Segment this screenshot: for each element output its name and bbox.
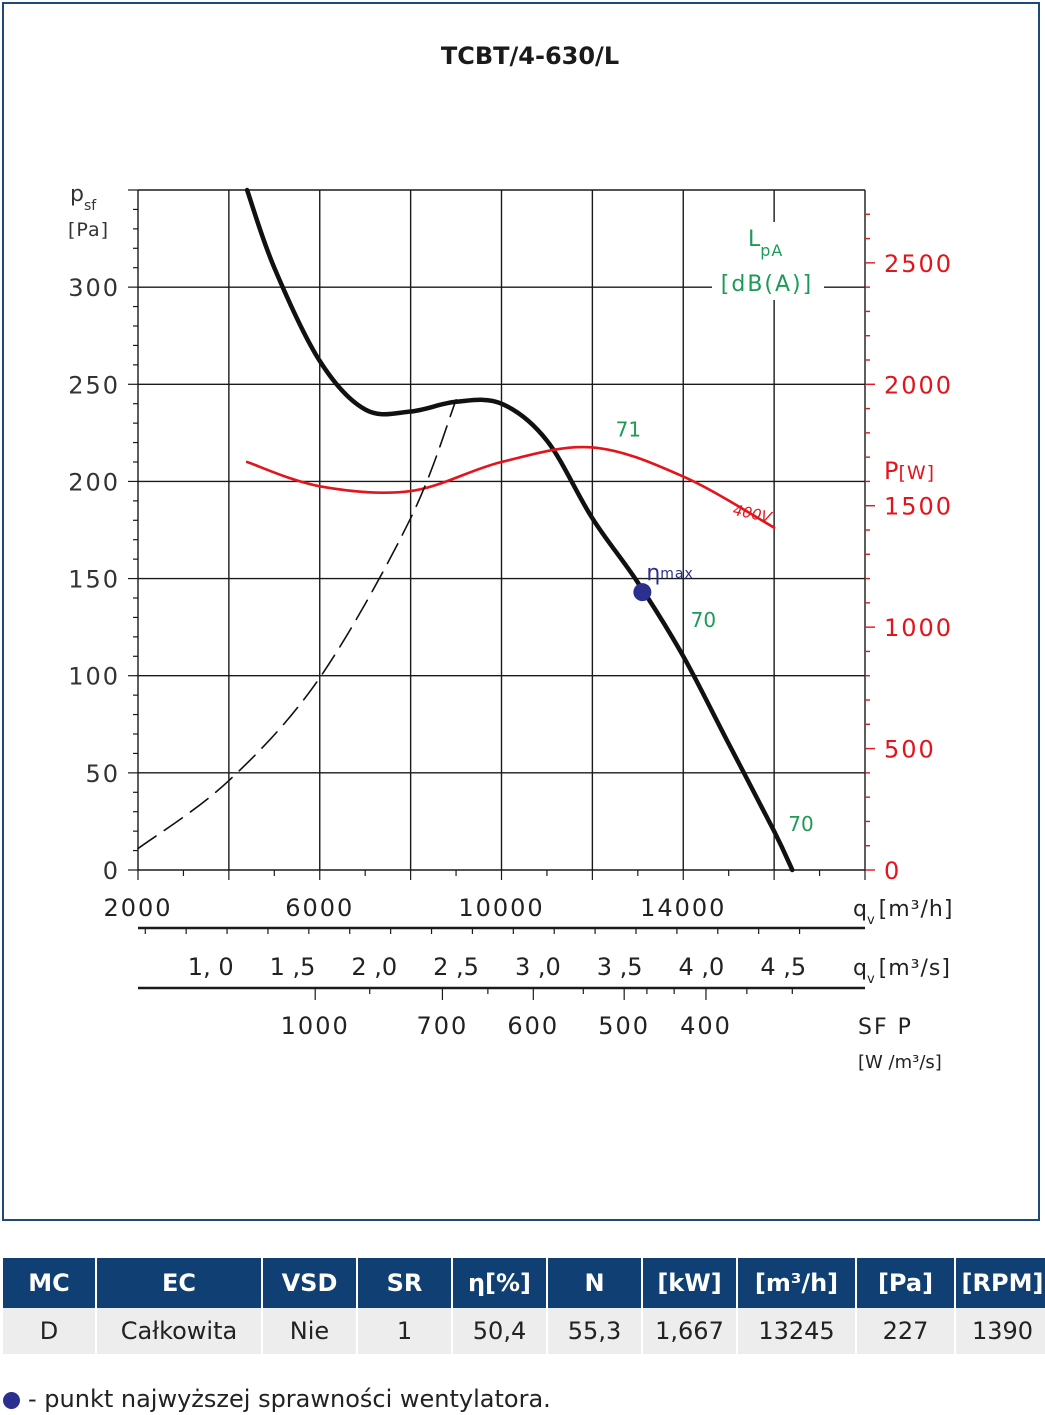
table-header-cell: η[%] <box>452 1258 548 1308</box>
table-header-cell: [kW] <box>642 1258 738 1308</box>
axis-m3s-label: qv [m³/s] <box>853 956 951 987</box>
spec-table: MC EC VSD SR η[%] N [kW] [m³/h] [Pa] [RPM] D Całko… <box>3 1258 1045 1354</box>
fan-performance-chart: TCBT/4-630/L 0 50 100 150 200 250 300 0 500 1000… <box>68 42 953 1073</box>
table-cell: 1390 <box>955 1308 1045 1354</box>
axis-m3s-tick-label: 1, 0 <box>188 953 234 981</box>
axis-m3s-tick-label: 3 ,5 <box>597 953 643 981</box>
footnote: - punkt najwyższej sprawności wentylator… <box>3 1385 551 1413</box>
sound-unit: [dB(A)] <box>721 272 813 297</box>
spec-table-header: MC EC VSD SR η[%] N [kW] [m³/h] [Pa] [RPM] <box>3 1258 1045 1308</box>
axis-m3s-label-main: q <box>853 956 867 981</box>
axis-m3s-tick-label: 4 ,0 <box>679 953 725 981</box>
table-cell: Nie <box>262 1308 358 1354</box>
power-tick-label: 0 <box>884 857 901 885</box>
table-cell: 1 <box>357 1308 453 1354</box>
axis-sfp-tick-label: 600 <box>507 1012 559 1040</box>
table-header-cell: EC <box>96 1258 263 1308</box>
sound-label-sub: pA <box>760 241 783 260</box>
axis-sfp-tick-label: 1000 <box>281 1012 350 1040</box>
axis-sfp-tick-label: 500 <box>598 1012 650 1040</box>
table-cell: 13245 <box>737 1308 857 1354</box>
power-tick-label: 1000 <box>884 614 953 642</box>
axis-m3s-tick-label: 2 ,0 <box>351 953 397 981</box>
chart-frame <box>2 2 1040 1221</box>
spec-table-row: D Całkowita Nie 1 50,4 55,3 1,667 13245 227 1390 <box>3 1308 1045 1354</box>
axis-m3s-tick-label: 3 ,0 <box>515 953 561 981</box>
x-tick-label: 14000 <box>640 894 726 922</box>
y-tick-label: 200 <box>68 468 120 496</box>
power-tick-label: 2500 <box>884 250 953 278</box>
x-tick-label: 6000 <box>285 894 354 922</box>
sound-level-label: 70 <box>691 608 716 632</box>
table-header-cell: SR <box>357 1258 453 1308</box>
y-tick-label: 50 <box>85 760 120 788</box>
efficiency-max-dot <box>633 583 652 602</box>
y-tick-label: 100 <box>68 663 120 691</box>
axis-m3s-unit: [m³/s] <box>879 956 951 981</box>
y-tick-label: 300 <box>68 274 120 302</box>
sound-level-label: 71 <box>616 418 641 442</box>
power-axis-label: P[W] <box>884 457 935 485</box>
efficiency-dot-icon <box>3 1391 20 1409</box>
x-axis-label-main: q <box>853 897 867 922</box>
table-header-cell: [m³/h] <box>737 1258 857 1308</box>
x-axis-label-sub: v <box>867 913 875 928</box>
y-axis-unit: [Pa] <box>68 219 109 241</box>
axis-m3s-tick-label: 4 ,5 <box>760 953 806 981</box>
chart-title: TCBT/4-630/L <box>441 42 619 70</box>
axis-sfp-tick-label: 700 <box>417 1012 469 1040</box>
axis-sfp-label: SF P <box>858 1015 913 1040</box>
y-axis: 0 50 100 150 200 250 300 <box>68 189 138 885</box>
axis-m3s-label-sub: v <box>867 972 875 987</box>
table-cell: Całkowita <box>96 1308 263 1354</box>
power-curve <box>245 445 776 529</box>
axis-m3s: qv [m³/s] 1, 0 1 ,5 2 ,0 2 ,5 3 ,0 3 ,5 4 ,0 4 ,… <box>138 926 951 987</box>
y-tick-label: 250 <box>68 371 120 399</box>
sound-label-main: L <box>748 227 761 252</box>
sound-label: LpA <box>748 227 783 260</box>
pressure-curve <box>244 187 795 873</box>
axis-sfp: SF P [W /m³/s] 1000 700 600 500 400 <box>138 986 942 1073</box>
x-tick-label: 10000 <box>458 894 544 922</box>
table-cell: 55,3 <box>547 1308 643 1354</box>
power-curve-label: 400V <box>731 501 774 527</box>
power-axis: 0 500 1000 1500 2000 2500 <box>865 213 953 885</box>
grid <box>137 189 866 871</box>
x-axis-unit: [m³/h] <box>879 897 954 922</box>
table-header-cell: N <box>547 1258 643 1308</box>
table-cell: 50,4 <box>452 1308 548 1354</box>
table-header-cell: MC <box>3 1258 97 1308</box>
table-cell: 1,667 <box>642 1308 738 1354</box>
power-tick-label: 1500 <box>884 493 953 521</box>
sound-label-background <box>712 222 824 300</box>
axis-sfp-tick-label: 400 <box>680 1012 732 1040</box>
y-axis-label-sub: sf <box>84 198 97 214</box>
sound-level-label: 70 <box>788 812 813 836</box>
power-tick-label: 2000 <box>884 371 953 399</box>
table-header-cell: [RPM] <box>955 1258 1045 1308</box>
table-cell: 227 <box>856 1308 956 1354</box>
x-axis-label-m3h: qv [m³/h] <box>853 897 953 928</box>
x-axis: 2000 6000 10000 14000 <box>103 870 866 922</box>
axis-m3s-tick-label: 2 ,5 <box>433 953 479 981</box>
sound-level-legend: LpA [dB(A)] <box>712 222 824 300</box>
x-tick-label: 2000 <box>103 894 172 922</box>
power-axis-unit: [W] <box>898 462 935 484</box>
y-tick-label: 150 <box>68 566 120 594</box>
table-header-cell: VSD <box>262 1258 358 1308</box>
power-axis-label-main: P <box>884 457 898 485</box>
y-tick-label: 0 <box>103 857 120 885</box>
annotations-layer: 71 70 70 ηmax <box>616 418 814 836</box>
table-header-cell: [Pa] <box>856 1258 956 1308</box>
axis-sfp-unit: [W /m³/s] <box>858 1052 942 1073</box>
footnote-text: - punkt najwyższej sprawności wentylator… <box>28 1385 551 1413</box>
system-curve <box>137 399 457 850</box>
series-layer: 400V <box>137 187 795 873</box>
y-axis-label: psf <box>70 182 97 214</box>
power-tick-label: 500 <box>884 736 936 764</box>
axis-m3s-tick-label: 1 ,5 <box>270 953 316 981</box>
y-axis-label-main: p <box>70 182 84 207</box>
table-cell: D <box>3 1308 97 1354</box>
efficiency-max-label: ηmax <box>646 561 693 586</box>
